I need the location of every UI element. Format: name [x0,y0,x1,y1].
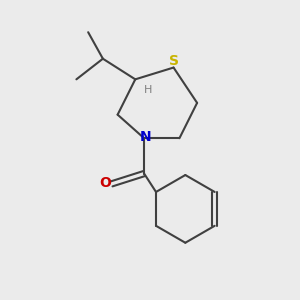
Text: O: O [99,176,111,190]
Text: H: H [144,85,153,94]
Text: S: S [169,54,179,68]
Text: N: N [140,130,152,144]
